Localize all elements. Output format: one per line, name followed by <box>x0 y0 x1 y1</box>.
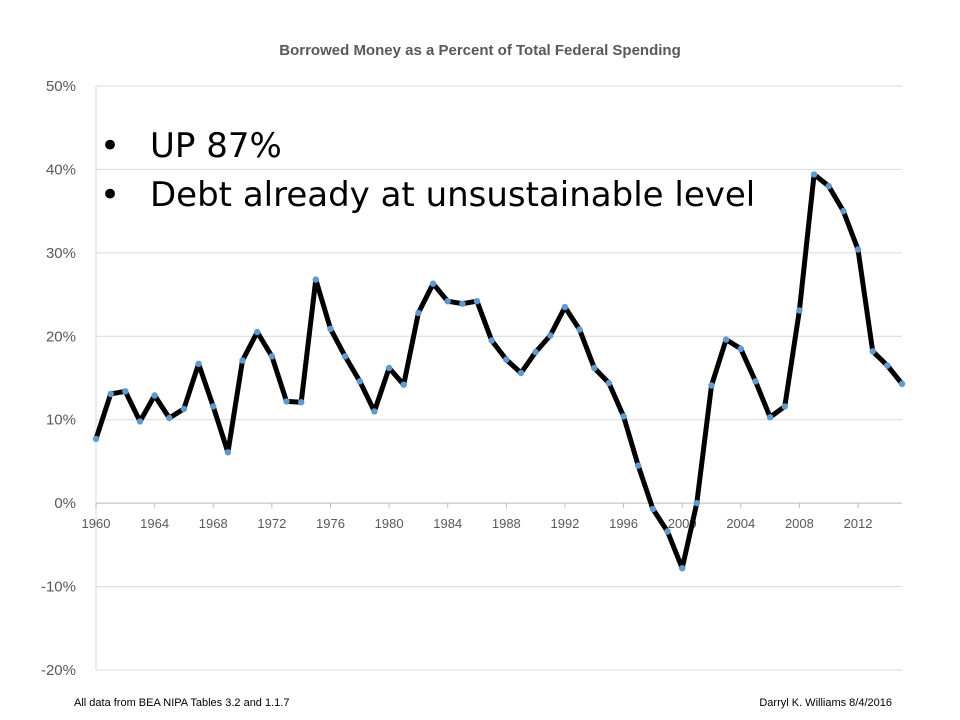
data-point <box>517 369 525 377</box>
data-point <box>576 326 583 333</box>
data-point <box>415 309 422 317</box>
x-tick-label: 2004 <box>726 516 755 531</box>
data-point <box>210 403 217 410</box>
data-point <box>737 345 744 352</box>
data-point <box>254 328 261 336</box>
x-tick-label: 2008 <box>785 516 814 531</box>
data-point <box>635 462 642 469</box>
data-point <box>679 565 686 572</box>
data-point <box>312 276 319 283</box>
data-point <box>136 418 144 425</box>
data-point <box>796 307 803 314</box>
x-tick-label: 1960 <box>82 516 111 531</box>
data-point <box>122 388 129 395</box>
data-point <box>92 435 100 443</box>
series-line <box>93 171 905 571</box>
data-point <box>341 353 349 360</box>
y-tick-label: 20% <box>46 328 76 345</box>
data-point <box>298 399 305 406</box>
data-point <box>591 364 598 372</box>
data-point <box>532 348 539 356</box>
data-point <box>283 398 290 405</box>
footer-author: Darryl K. Williams 8/4/2016 <box>759 697 892 709</box>
data-point <box>561 303 569 311</box>
data-point <box>605 379 613 387</box>
data-point <box>371 408 378 415</box>
data-point <box>766 414 774 421</box>
data-point <box>752 378 759 385</box>
data-point <box>664 528 671 535</box>
footer-source: All data from BEA NIPA Tables 3.2 and 1.… <box>74 697 290 709</box>
data-markers <box>92 171 906 572</box>
data-point <box>180 405 188 413</box>
data-point <box>224 449 232 456</box>
data-point <box>708 382 715 389</box>
data-point <box>884 362 891 369</box>
bullet-marker: • <box>100 175 121 215</box>
data-point <box>781 403 788 410</box>
y-tick-label: 10% <box>46 412 76 429</box>
bullet-list: • UP 87% • Debt already at unsustainable l… <box>100 122 755 220</box>
data-point <box>166 414 173 422</box>
data-point <box>869 348 876 355</box>
bullet-marker: • <box>100 126 121 166</box>
data-point <box>327 325 334 332</box>
data-point <box>195 360 202 367</box>
data-point <box>693 499 700 507</box>
data-point <box>620 413 627 420</box>
y-tick-label: 50% <box>46 78 76 95</box>
y-tick-label: -10% <box>41 579 76 596</box>
y-tick-label: 0% <box>54 495 76 512</box>
bullet-item: • Debt already at unsustainable level <box>100 171 755 220</box>
x-tick-label: 2012 <box>844 516 873 531</box>
data-point <box>356 378 363 385</box>
data-point <box>429 280 437 287</box>
y-tick-label: 40% <box>46 161 76 178</box>
x-tick-labels: 1960 1964 1968 1972 1976 1980 1984 1988 1992 1996… <box>82 516 873 531</box>
x-tick-label: 1988 <box>492 516 521 531</box>
x-tick-label: 1980 <box>375 516 404 531</box>
y-tick-label: 30% <box>46 245 76 262</box>
data-point <box>503 356 510 363</box>
data-point <box>488 337 495 344</box>
data-point <box>649 505 657 513</box>
data-point <box>239 357 246 364</box>
data-point <box>547 332 554 339</box>
data-point <box>840 207 847 215</box>
data-point <box>385 364 393 372</box>
data-point <box>459 300 466 307</box>
axes <box>95 86 902 670</box>
x-tick-label: 1968 <box>199 516 228 531</box>
bullet-text: UP 87% <box>150 126 282 166</box>
gridlines <box>96 85 902 671</box>
x-tick-label: 1976 <box>316 516 345 531</box>
data-point <box>810 171 818 178</box>
x-tick-label: 1996 <box>609 516 638 531</box>
x-tick-label: 1972 <box>257 516 286 531</box>
y-tick-labels: 50% 40% 30% 20% 10% 0% -10% -20% <box>41 78 76 679</box>
chart-title: Borrowed Money as a Percent of Total Fed… <box>279 42 681 59</box>
data-point <box>722 336 730 343</box>
data-point <box>107 390 114 398</box>
data-point <box>825 182 832 190</box>
bullet-text: Debt already at unsustainable level <box>150 175 756 215</box>
y-tick-label: -20% <box>41 662 76 679</box>
data-point <box>400 381 407 388</box>
data-series <box>93 171 905 571</box>
bullet-item: • UP 87% <box>100 122 755 171</box>
x-tick-label: 1964 <box>140 516 169 531</box>
data-point <box>854 246 862 253</box>
data-point <box>268 353 276 360</box>
data-point <box>898 380 906 387</box>
x-tick-label: 1984 <box>433 516 462 531</box>
data-point <box>473 298 481 305</box>
data-point <box>444 298 451 305</box>
x-tick-label: 1992 <box>550 516 579 531</box>
data-point <box>151 392 158 399</box>
